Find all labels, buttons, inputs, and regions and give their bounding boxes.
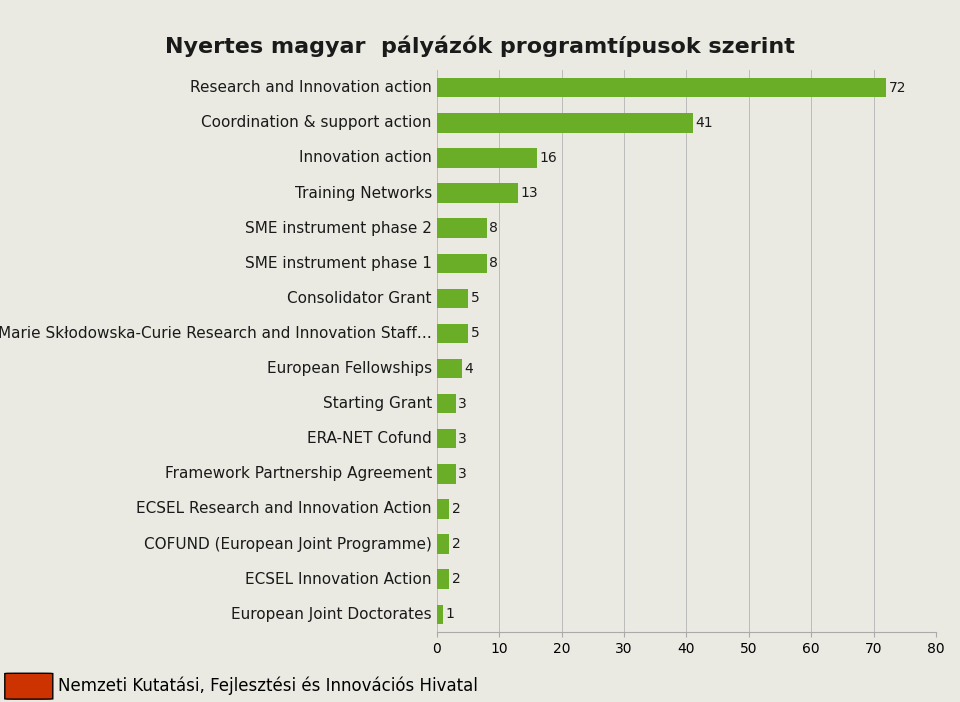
Text: 1: 1 <box>445 607 454 621</box>
Text: 16: 16 <box>540 151 557 165</box>
Text: COFUND (European Joint Programme): COFUND (European Joint Programme) <box>144 536 432 552</box>
Text: European Fellowships: European Fellowships <box>267 361 432 376</box>
Bar <box>437 148 537 168</box>
Bar <box>437 218 487 238</box>
Text: 4: 4 <box>465 362 473 376</box>
Bar <box>437 113 693 133</box>
Text: Consolidator Grant: Consolidator Grant <box>287 291 432 306</box>
Bar <box>437 359 462 378</box>
Text: 41: 41 <box>695 116 712 130</box>
Text: 5: 5 <box>470 326 479 340</box>
Text: Framework Partnership Agreement: Framework Partnership Agreement <box>164 466 432 482</box>
Text: 3: 3 <box>458 397 467 411</box>
Text: 2: 2 <box>452 572 461 586</box>
Text: Nyertes magyar  pályázók programtípusok szerint: Nyertes magyar pályázók programtípusok s… <box>165 35 795 57</box>
Text: Marie Skłodowska-Curie Research and Innovation Staff…: Marie Skłodowska-Curie Research and Inno… <box>0 326 432 341</box>
Text: SME instrument phase 2: SME instrument phase 2 <box>245 220 432 236</box>
Bar <box>437 253 487 273</box>
Text: ERA-NET Cofund: ERA-NET Cofund <box>307 431 432 446</box>
Bar <box>437 499 449 519</box>
Text: Innovation action: Innovation action <box>300 150 432 166</box>
Text: Nemzeti Kutatási, Fejlesztési és Innovációs Hivatal: Nemzeti Kutatási, Fejlesztési és Innovác… <box>58 677 477 696</box>
Bar <box>437 569 449 589</box>
Text: 8: 8 <box>490 256 498 270</box>
Text: 72: 72 <box>889 81 906 95</box>
Text: 3: 3 <box>458 432 467 446</box>
Bar <box>437 429 456 449</box>
Text: Starting Grant: Starting Grant <box>323 396 432 411</box>
Text: European Joint Doctorates: European Joint Doctorates <box>231 607 432 622</box>
Text: 13: 13 <box>520 186 538 200</box>
Text: ECSEL Innovation Action: ECSEL Innovation Action <box>246 571 432 587</box>
Text: SME instrument phase 1: SME instrument phase 1 <box>245 256 432 271</box>
Text: 8: 8 <box>490 221 498 235</box>
Text: Research and Innovation action: Research and Innovation action <box>190 80 432 95</box>
Text: 2: 2 <box>452 537 461 551</box>
Text: 5: 5 <box>470 291 479 305</box>
Text: 3: 3 <box>458 467 467 481</box>
Bar <box>437 394 456 413</box>
Bar <box>437 604 444 624</box>
Bar <box>437 78 886 98</box>
FancyBboxPatch shape <box>5 673 53 699</box>
Bar <box>437 183 518 203</box>
Text: ECSEL Research and Innovation Action: ECSEL Research and Innovation Action <box>136 501 432 517</box>
Bar <box>437 289 468 308</box>
Bar <box>437 534 449 554</box>
Bar <box>437 464 456 484</box>
Text: 2: 2 <box>452 502 461 516</box>
Text: Training Networks: Training Networks <box>295 185 432 201</box>
Text: Coordination & support action: Coordination & support action <box>202 115 432 131</box>
Bar <box>437 324 468 343</box>
